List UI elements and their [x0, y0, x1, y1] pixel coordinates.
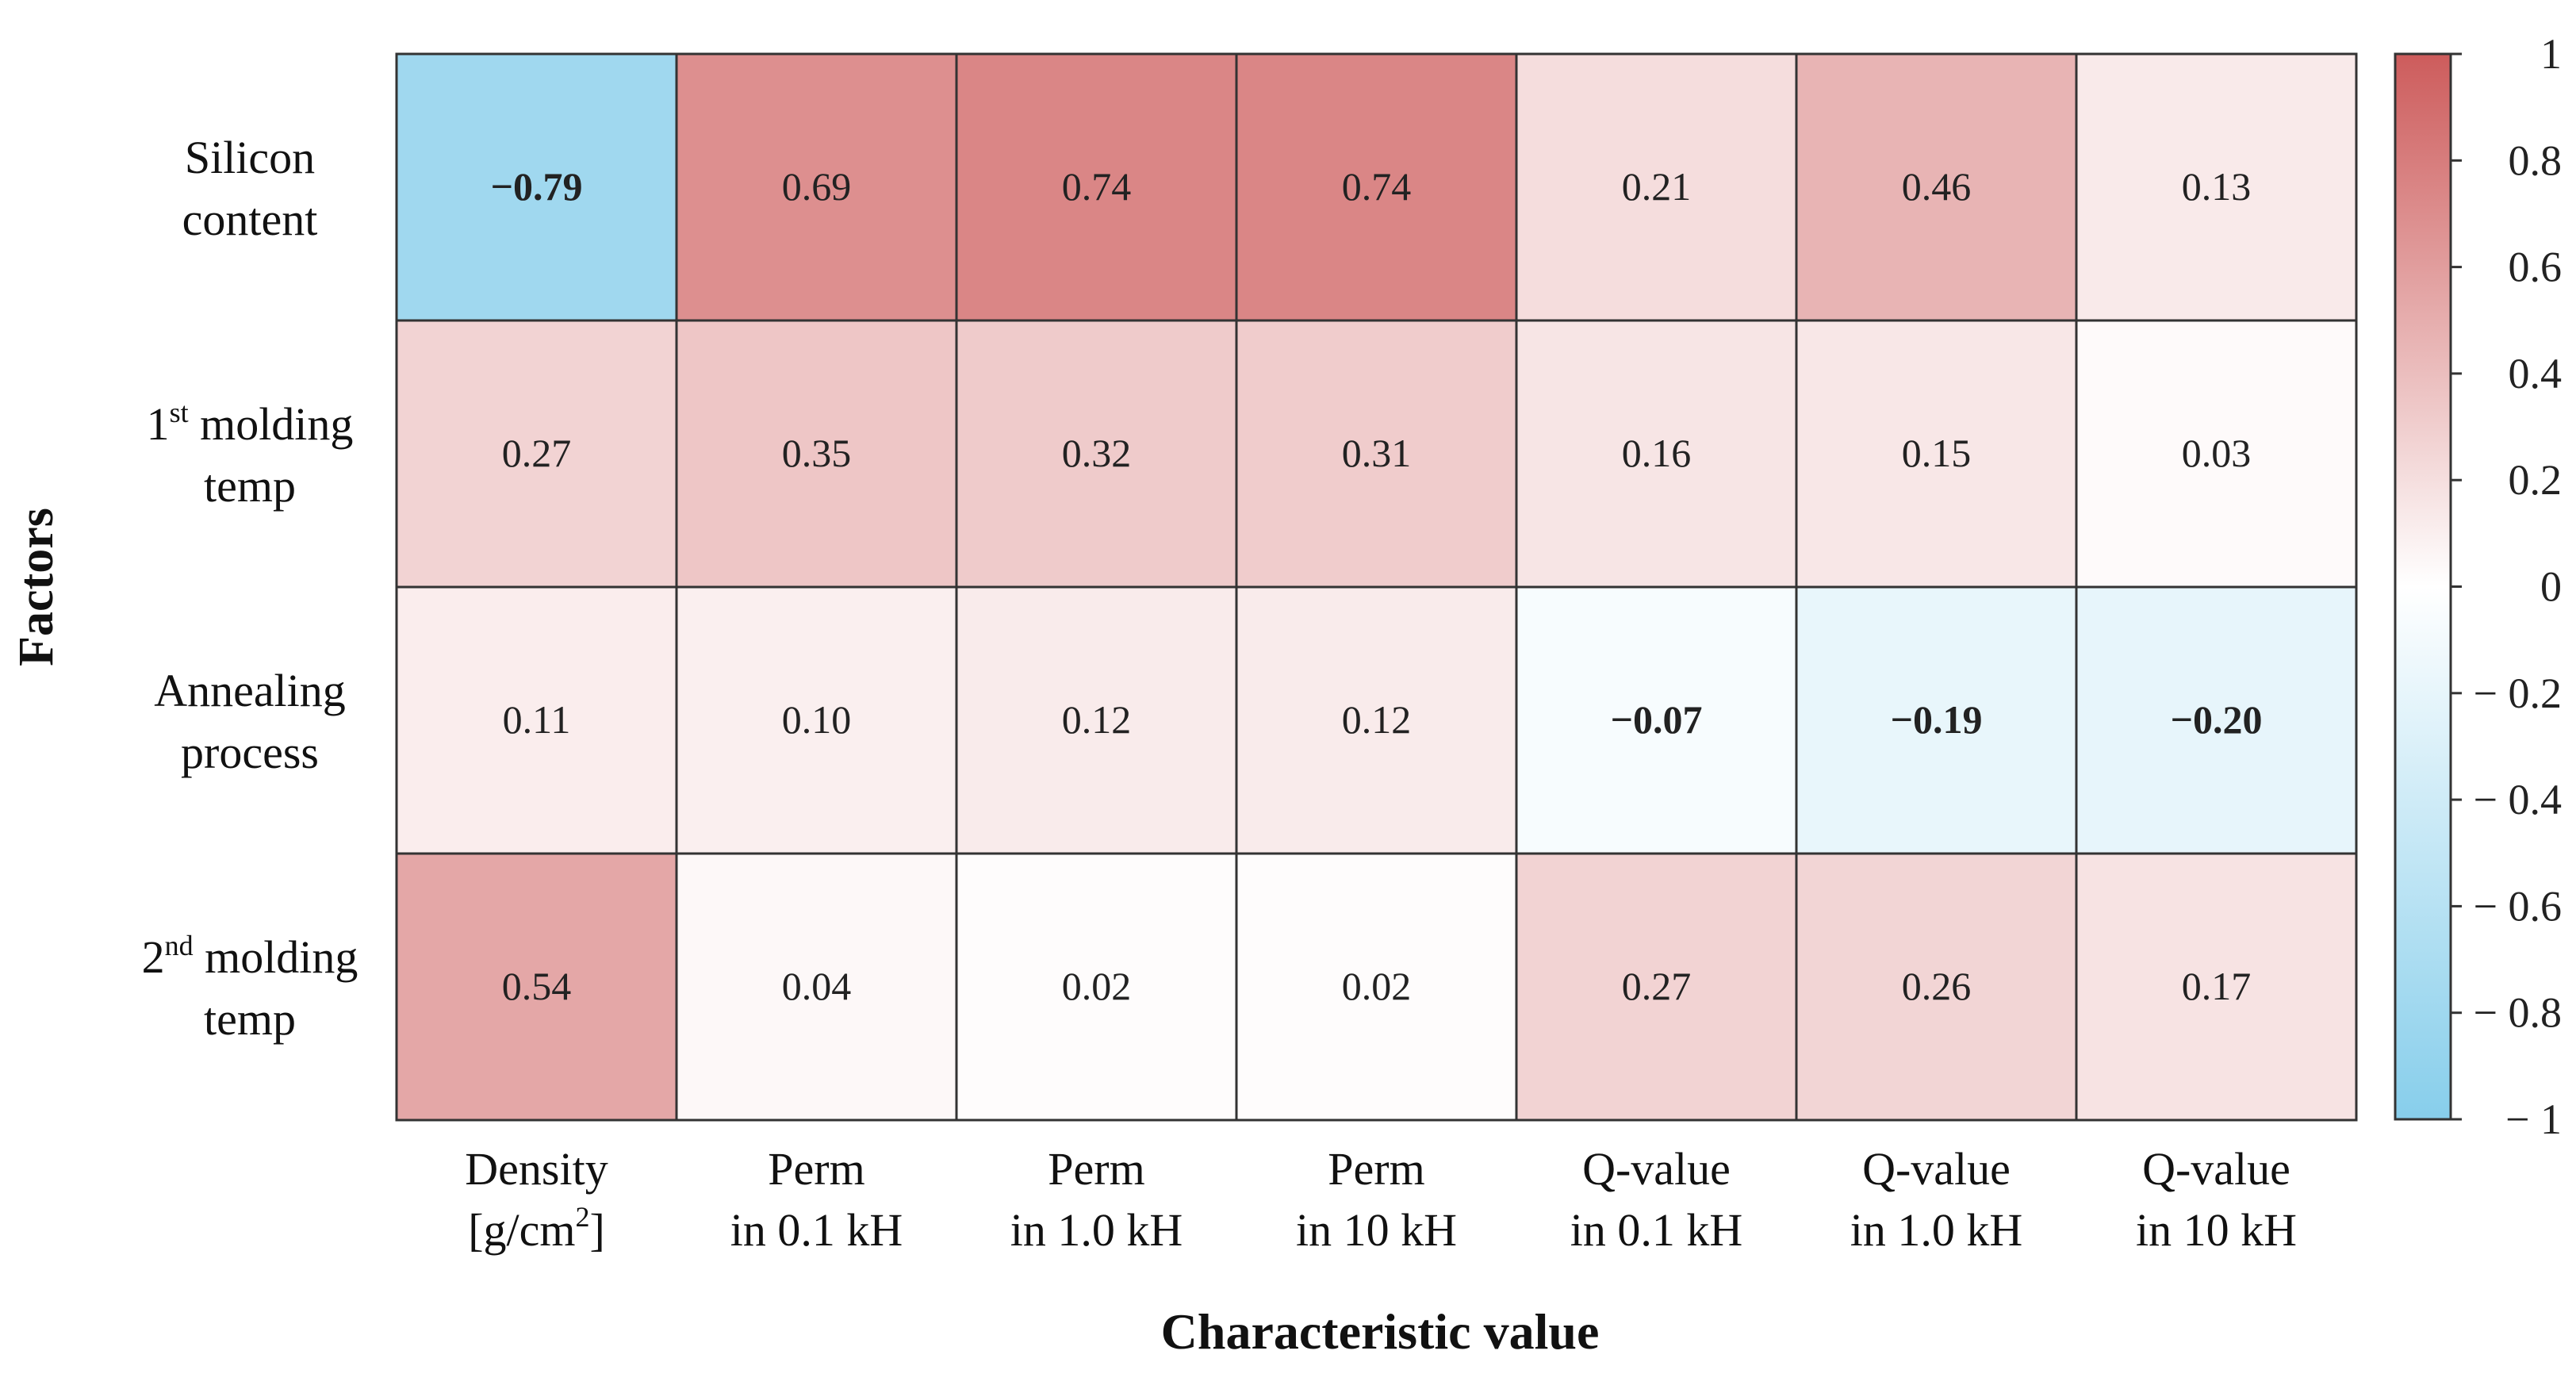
- column-label-line2: in 0.1 kH: [730, 1204, 903, 1256]
- column-label-line1: Perm: [768, 1143, 864, 1195]
- heatmap-cell: [1515, 52, 1798, 322]
- cell-value-label: 0.32: [1062, 431, 1132, 475]
- cell-value-label: 0.10: [782, 697, 852, 742]
- cell-value-label: 0.26: [1902, 964, 1972, 1008]
- colorbar-ticks: 1 0.8 0.6 0.4 0.2 0 − 0.2 − 0.4 − 0.6 − 0.8 − 1: [2451, 30, 2562, 1143]
- heatmap-cell: [1235, 852, 1518, 1122]
- cell-value-label: 0.35: [782, 431, 852, 475]
- row-label-line1: 1st molding: [147, 397, 354, 450]
- row-label-line1: 2nd molding: [142, 930, 358, 983]
- heatmap-cell: [1235, 52, 1518, 322]
- cell-value-label: 0.11: [503, 697, 571, 742]
- column-label-line1: Density: [465, 1143, 608, 1195]
- column-label-line2: [g/cm2]: [468, 1201, 605, 1256]
- cell-value-label: 0.04: [782, 964, 852, 1008]
- cell-value-label: 0.27: [502, 431, 572, 475]
- colorbar: [2394, 52, 2452, 1121]
- row-label-line2: temp: [204, 993, 296, 1045]
- heatmap-cell: [2075, 585, 2358, 855]
- column-label-line1: Q-value: [2142, 1143, 2290, 1195]
- column-labels: Density [g/cm2] Perm in 0.1 kH Perm in 1.0 kH…: [465, 1143, 2297, 1256]
- heatmap-cell: [1795, 52, 2078, 322]
- cell-value-label: 0.12: [1062, 697, 1132, 742]
- cell-value-label: 0.13: [2182, 164, 2252, 209]
- heatmap-cell: [1515, 585, 1798, 855]
- cell-value-label: −0.19: [1891, 697, 1983, 742]
- colorbar-tick-label: − 0.2: [2474, 670, 2562, 717]
- column-label-line2: in 1.0 kH: [1850, 1204, 2023, 1256]
- heatmap-cell: [1235, 585, 1518, 855]
- row-label-line1: Silicon: [185, 132, 315, 183]
- cell-value-label: 0.16: [1622, 431, 1692, 475]
- cell-value-label: 0.17: [2182, 964, 2252, 1008]
- row-label-line1: Annealing: [154, 665, 346, 716]
- colorbar-tick-label: 0.8: [2509, 136, 2563, 184]
- heatmap-cell: [955, 52, 1238, 322]
- heatmap-cell: [1795, 319, 2078, 589]
- colorbar-tick-label: 0.4: [2509, 350, 2563, 397]
- colorbar-tick-label: 0: [2540, 563, 2562, 611]
- cell-value-label: −0.07: [1611, 697, 1703, 742]
- heatmap-cell: [395, 852, 678, 1122]
- colorbar-tick-label: − 0.4: [2474, 776, 2562, 823]
- cell-value-label: 0.74: [1062, 164, 1132, 209]
- colorbar-tick-label: 1: [2540, 30, 2562, 78]
- heatmap-cell: [395, 585, 678, 855]
- heatmap-cell: [1515, 319, 1798, 589]
- row-label-line2: temp: [204, 460, 296, 512]
- column-label-line2: in 10 kH: [1296, 1204, 1457, 1256]
- cell-value-label: 0.46: [1902, 164, 1972, 209]
- heatmap-cell: [1795, 585, 2078, 855]
- cell-value-label: 0.69: [782, 164, 852, 209]
- cell-value-label: 0.54: [502, 964, 572, 1008]
- colorbar-tick-label: − 0.8: [2474, 989, 2562, 1037]
- column-label-line1: Perm: [1048, 1143, 1144, 1195]
- cell-value-label: 0.12: [1342, 697, 1412, 742]
- heatmap-cell: [395, 319, 678, 589]
- heatmap-cells: [395, 52, 2358, 1122]
- row-label-line2: content: [182, 194, 318, 245]
- heatmap-cell: [675, 852, 958, 1122]
- heatmap-cell-labels: −0.79 0.69 0.74 0.74 0.21 0.46 0.13 0.27 0.35 0.3…: [491, 164, 2263, 1008]
- heatmap-cell: [675, 585, 958, 855]
- column-label-line1: Q-value: [1862, 1143, 2011, 1195]
- colorbar-tick-label: − 1: [2505, 1095, 2562, 1143]
- column-label-line2: in 1.0 kH: [1010, 1204, 1183, 1256]
- heatmap-cell: [955, 319, 1238, 589]
- cell-value-label: −0.20: [2171, 697, 2263, 742]
- column-label-line2: in 0.1 kH: [1570, 1204, 1743, 1256]
- column-label-line1: Perm: [1328, 1143, 1424, 1195]
- x-axis-title: Characteristic value: [1161, 1303, 1600, 1360]
- cell-value-label: 0.31: [1342, 431, 1412, 475]
- heatmap-cell: [2075, 852, 2358, 1122]
- colorbar-tick-label: 0.6: [2509, 244, 2563, 291]
- heatmap-cell: [675, 52, 958, 322]
- cell-value-label: 0.02: [1062, 964, 1132, 1008]
- cell-value-label: 0.74: [1342, 164, 1412, 209]
- row-label-line2: process: [181, 727, 319, 778]
- cell-value-label: 0.15: [1902, 431, 1972, 475]
- heatmap-cell: [395, 52, 678, 322]
- colorbar-tick-label: 0.2: [2509, 456, 2563, 504]
- cell-value-label: 0.27: [1622, 964, 1692, 1008]
- column-label-line1: Q-value: [1582, 1143, 1731, 1195]
- cell-value-label: 0.03: [2182, 431, 2252, 475]
- cell-value-label: 0.02: [1342, 964, 1412, 1008]
- row-labels: Silicon content 1st molding temp Annealing pr…: [142, 132, 358, 1045]
- heatmap-cell: [955, 585, 1238, 855]
- cell-value-label: 0.21: [1622, 164, 1692, 209]
- heatmap-cell: [2075, 319, 2358, 589]
- heatmap-cell: [1795, 852, 2078, 1122]
- cell-value-label: −0.79: [491, 164, 583, 209]
- column-label-line2: in 10 kH: [2136, 1204, 2297, 1256]
- y-axis-title: Factors: [10, 508, 63, 666]
- colorbar-tick-label: − 0.6: [2474, 882, 2562, 930]
